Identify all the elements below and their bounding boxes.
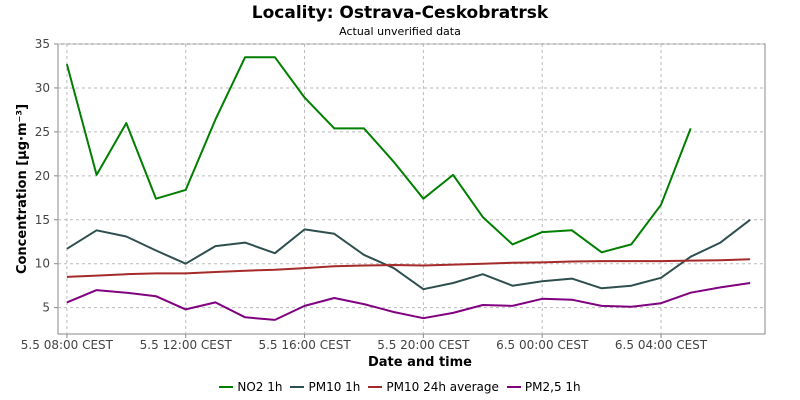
legend-item: PM10 1h	[290, 380, 360, 394]
y-axis-label: Concentration [µg·m⁻³]	[15, 104, 30, 274]
y-tick-label: 30	[35, 81, 50, 95]
legend-item: PM10 24h average	[368, 380, 499, 394]
legend-swatch	[368, 385, 383, 388]
legend-swatch	[219, 385, 234, 388]
grid-lines	[58, 43, 765, 334]
x-tick-label: 5.5 20:00 CEST	[377, 338, 470, 352]
series-line-1	[65, 56, 692, 254]
legend-label: PM10 1h	[308, 380, 361, 394]
y-tick-label: 5	[42, 301, 50, 315]
y-axis-ticks: 5 10 15 20 25 30 35	[35, 37, 58, 315]
legend-item: PM2,5 1h	[506, 380, 581, 394]
y-tick-label: 20	[35, 169, 50, 183]
legend-item: NO2 1h	[219, 380, 282, 394]
chart-legend: NO2 1h PM10 1h PM10 24h average PM2,5 1h	[0, 380, 800, 394]
x-axis-ticks: 5.5 08:00 CEST 5.5 12:00 CEST 5.5 16:00 CE…	[21, 334, 708, 352]
x-tick-label: 6.5 00:00 CEST	[496, 338, 589, 352]
y-tick-label: 35	[35, 37, 50, 51]
y-tick-label: 25	[35, 125, 50, 139]
legend-label: PM10 24h average	[386, 380, 499, 394]
legend-label: PM2,5 1h	[524, 380, 581, 394]
x-tick-label: 5.5 16:00 CEST	[258, 338, 351, 352]
series-line-4	[66, 282, 751, 321]
series-line-3	[66, 258, 751, 278]
y-tick-label: 10	[35, 257, 50, 271]
y-tick-label: 15	[35, 213, 50, 227]
chart-title: Locality: Ostrava-Ceskobratrsk	[252, 3, 549, 23]
legend-swatch	[290, 385, 305, 388]
legend-label: NO2 1h	[237, 380, 283, 394]
x-tick-label: 5.5 12:00 CEST	[140, 338, 233, 352]
x-axis-label: Date and time	[368, 355, 472, 370]
series-line-2	[66, 219, 751, 291]
series-lines	[65, 56, 751, 321]
legend-swatch	[506, 385, 521, 388]
chart-subtitle: Actual unverified data	[339, 25, 461, 38]
x-tick-label: 5.5 08:00 CEST	[21, 338, 114, 352]
x-tick-label: 6.5 04:00 CEST	[615, 338, 708, 352]
plot-area	[57, 43, 766, 335]
